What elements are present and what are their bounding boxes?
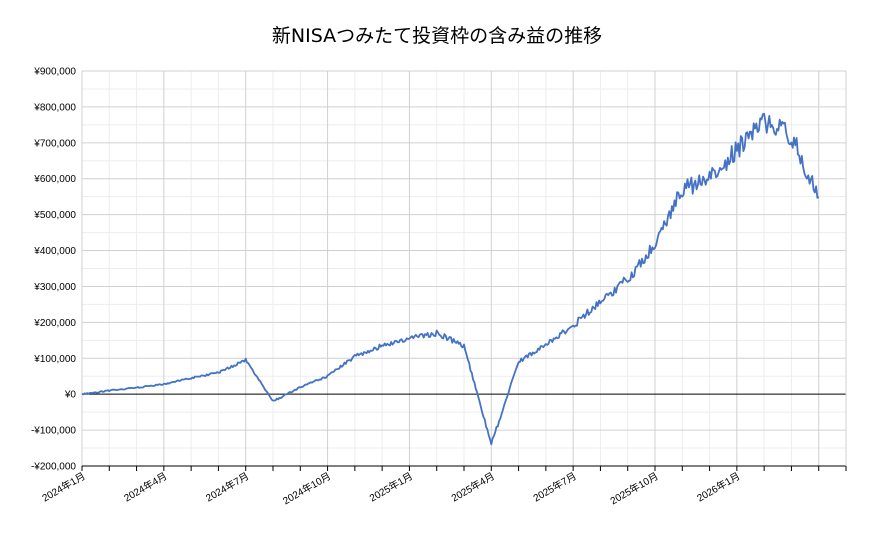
x-tick-label: 2025年1月 <box>367 469 415 504</box>
series-group <box>81 112 820 446</box>
x-tick-label: 2024年4月 <box>121 469 169 504</box>
y-tick-label: ¥800,000 <box>33 102 76 113</box>
axes <box>81 71 847 471</box>
chart-title: 新NISAつみたて投資枠の含み益の推移 <box>272 25 602 47</box>
y-tick-label: ¥500,000 <box>33 210 76 221</box>
y-tick-label: -¥100,000 <box>31 426 76 437</box>
y-tick-label: ¥300,000 <box>33 282 76 293</box>
y-tick-label: ¥400,000 <box>33 246 76 257</box>
x-tick-label: 2025年7月 <box>531 469 579 504</box>
series-line <box>81 112 820 446</box>
x-tick-label: 2024年1月 <box>40 469 88 504</box>
y-tick-label: ¥100,000 <box>33 354 76 365</box>
x-tick-label: 2025年10月 <box>608 469 661 507</box>
minor-grid <box>82 71 846 466</box>
x-tick-label: 2025年4月 <box>449 469 497 504</box>
x-tick-labels: 2024年1月 2024年4月 2024年7月 2024年10月 2025年1月 2025… <box>40 469 743 507</box>
y-tick-label: ¥600,000 <box>33 174 76 185</box>
y-tick-label: ¥900,000 <box>33 67 76 78</box>
y-tick-labels: -¥200,000 -¥100,000 ¥0 ¥100,000 ¥200,000 ¥300… <box>31 67 76 473</box>
x-tick-label: 2024年10月 <box>280 469 333 507</box>
y-tick-label: ¥700,000 <box>33 138 76 149</box>
x-tick-label: 2024年7月 <box>203 469 251 504</box>
y-tick-label: -¥200,000 <box>31 462 76 473</box>
x-tick-label: 2026年1月 <box>694 469 742 504</box>
y-tick-label: ¥0 <box>64 390 77 401</box>
y-tick-label: ¥200,000 <box>33 318 76 329</box>
